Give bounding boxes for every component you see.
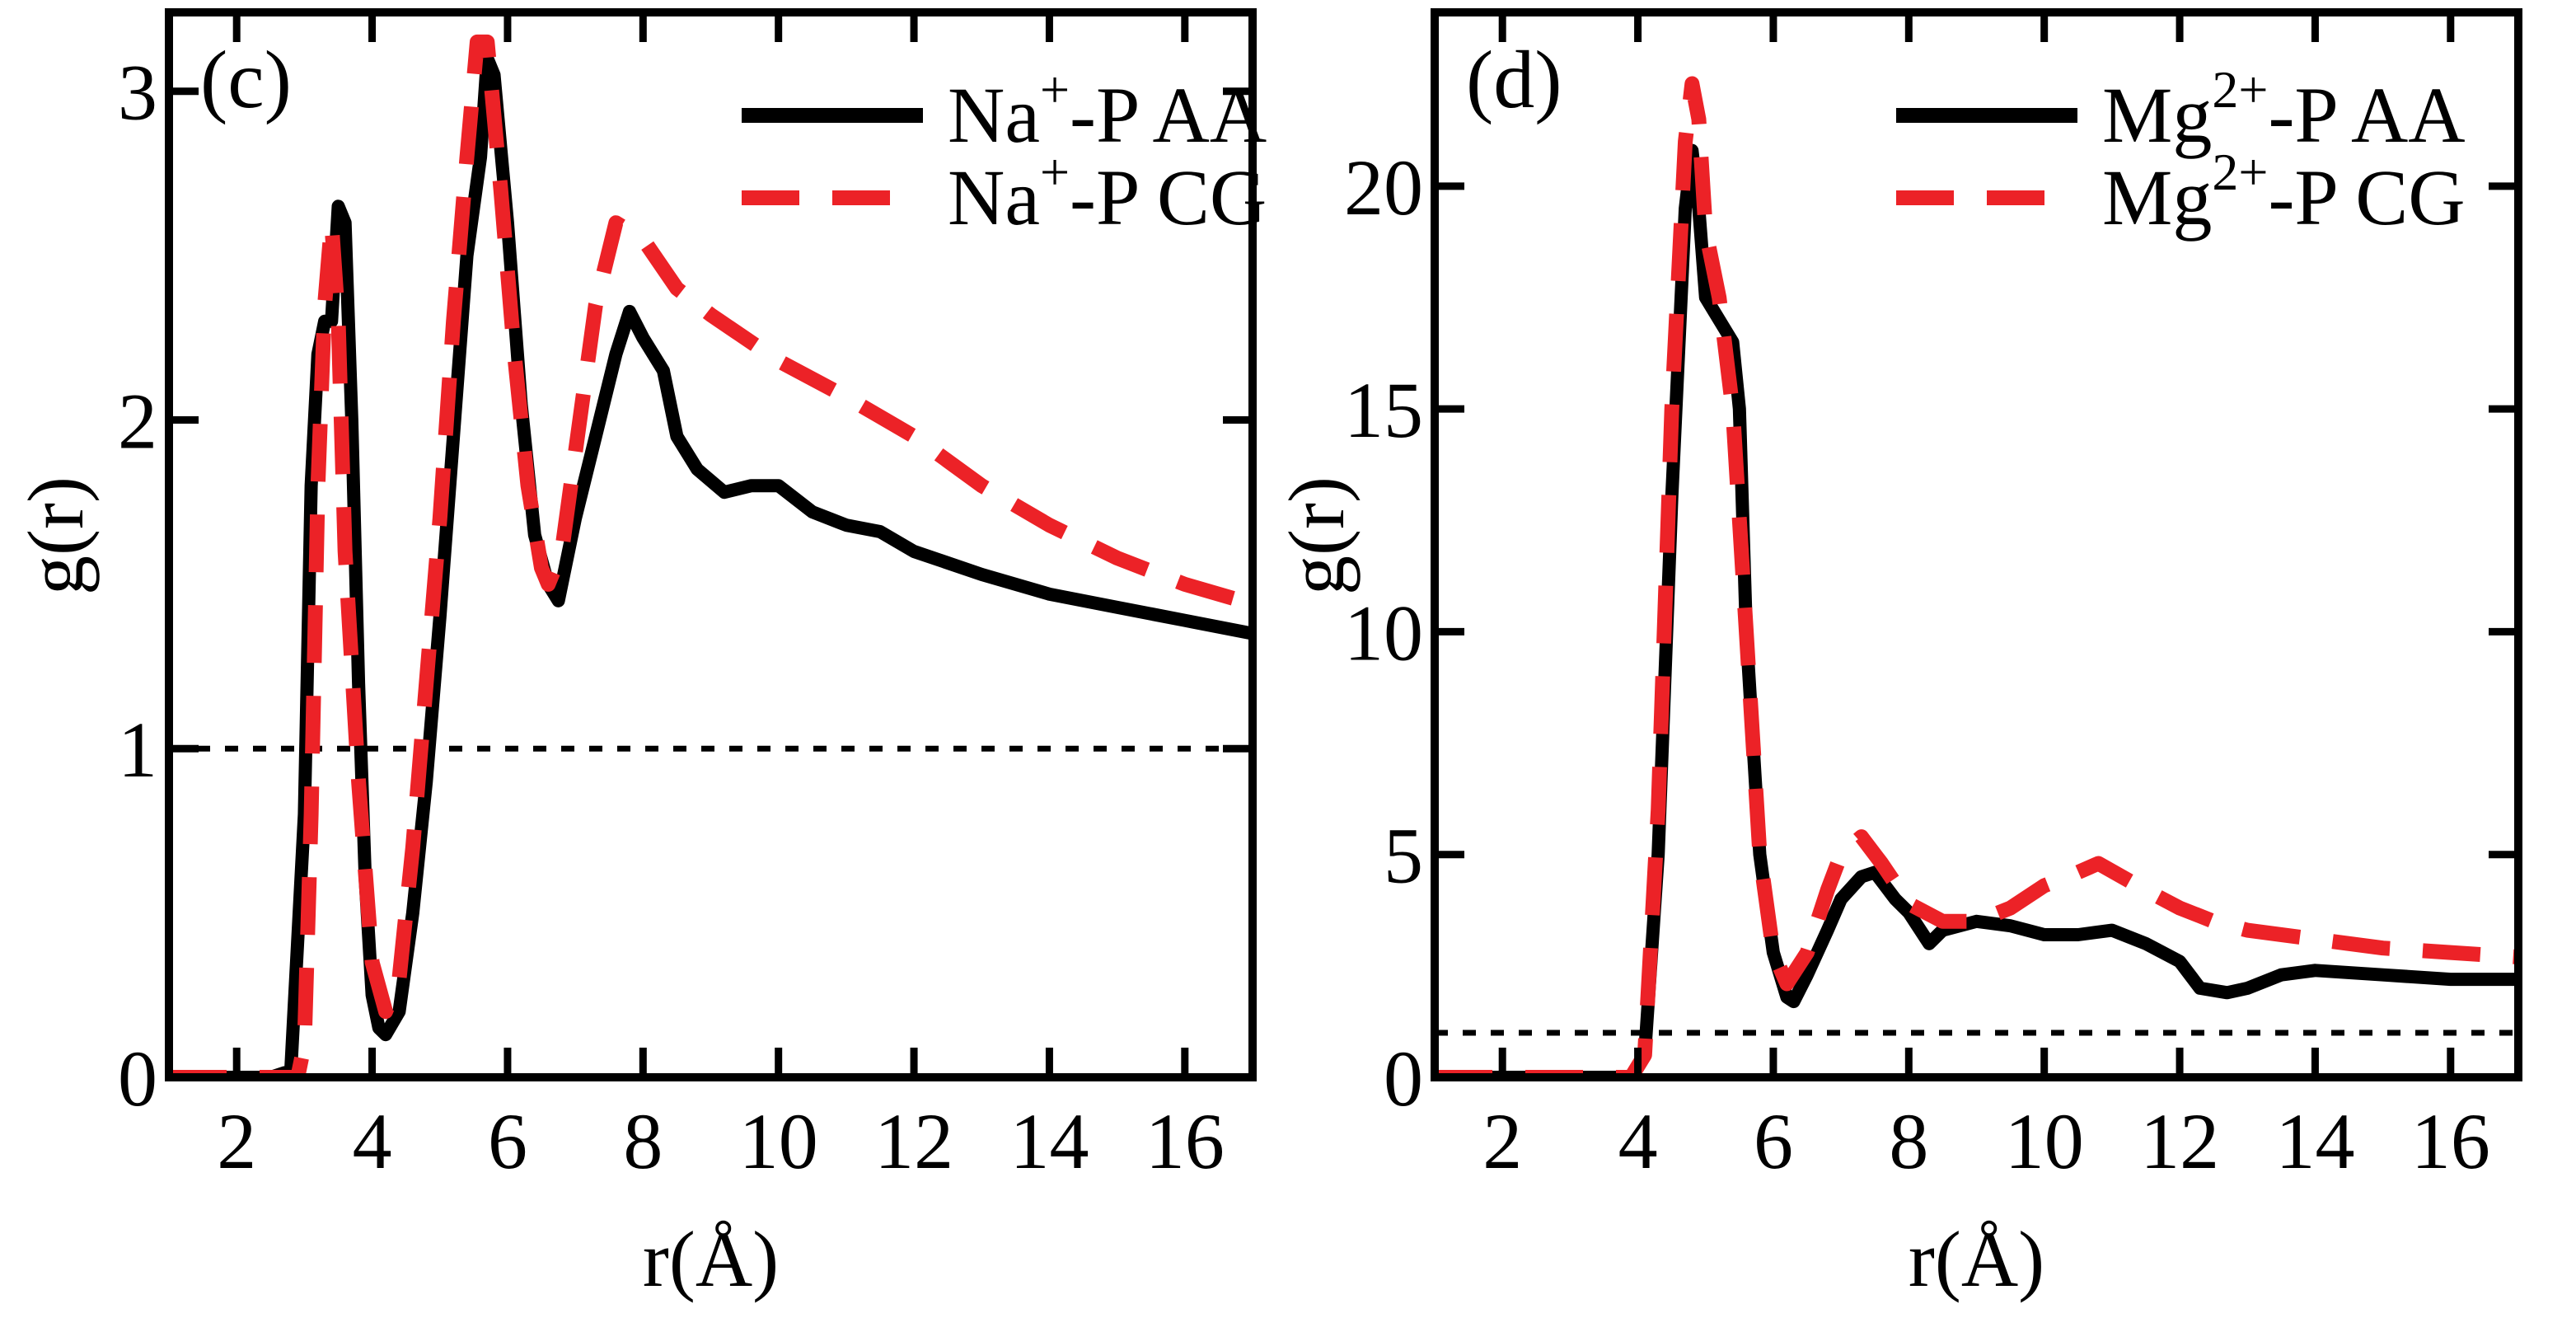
panel-d: 2 4 6 8 10 12 14 16 0 5 10 15 20 r(Å) g(r) (d) Mg2+-P AA… (1272, 8, 2522, 1303)
y-tick-label: 15 (1344, 366, 1423, 454)
y-tick-label: 20 (1344, 143, 1423, 232)
x-tick-label: 14 (2275, 1097, 2354, 1185)
x-tick-label: 6 (1754, 1097, 1793, 1185)
legend-ion: Na (948, 71, 1040, 159)
series-line-cg (1435, 76, 2518, 1077)
x-axis-label: r(Å) (643, 1215, 779, 1303)
x-tick-label: 12 (2140, 1097, 2219, 1185)
x-tick-label: 14 (1009, 1097, 1089, 1185)
legend-charge: 2+ (2212, 60, 2268, 119)
x-tick-label: 8 (623, 1097, 663, 1185)
panel-label: (c) (200, 34, 292, 125)
y-axis-label: g(r) (12, 476, 100, 595)
series-line-aa (169, 51, 1253, 1077)
legend-rest: -P AA (2268, 71, 2465, 159)
x-tick-label: 16 (1145, 1097, 1225, 1185)
x-tick-label: 6 (488, 1097, 527, 1185)
legend-charge: + (1040, 143, 1070, 201)
x-tick-label: 12 (874, 1097, 953, 1185)
plot-frame (1431, 8, 2522, 1081)
panel-label: (d) (1466, 34, 1562, 125)
y-tick-label: 10 (1344, 589, 1423, 677)
legend-rest: -P CG (1070, 153, 1267, 242)
legend-ion: Mg (2102, 71, 2212, 159)
legend-rest: -P AA (1070, 71, 1267, 159)
x-tick-label: 4 (353, 1097, 392, 1185)
x-tick-label: 4 (1618, 1097, 1658, 1185)
series-line-cg (169, 34, 1253, 1077)
y-tick-label: 0 (1384, 1034, 1423, 1123)
x-tick-label: 16 (2411, 1097, 2490, 1185)
x-axis-label: r(Å) (1909, 1215, 2044, 1303)
legend-ion: Mg (2102, 153, 2212, 242)
x-tick-label: 10 (739, 1097, 818, 1185)
x-tick-label: 2 (217, 1097, 256, 1185)
legend-rest: -P CG (2268, 153, 2465, 242)
legend-label: Mg2+-P CG (2102, 143, 2466, 242)
x-tick-label: 10 (2005, 1097, 2084, 1185)
y-tick-label: 2 (118, 377, 157, 465)
x-tick-label: 2 (1482, 1097, 1522, 1185)
plot-frame (165, 8, 1257, 1081)
legend-label: Na+-P AA (948, 60, 1267, 159)
y-tick-label: 5 (1384, 812, 1423, 900)
legend-charge: 2+ (2212, 143, 2268, 201)
legend-ion: Na (948, 153, 1040, 242)
y-axis-label: g(r) (1272, 476, 1361, 595)
legend-charge: + (1040, 60, 1070, 119)
y-tick-label: 1 (118, 706, 157, 794)
x-tick-label: 8 (1889, 1097, 1928, 1185)
y-tick-label: 3 (118, 49, 157, 137)
y-tick-label: 0 (118, 1034, 157, 1123)
legend-label: Mg2+-P AA (2102, 60, 2466, 159)
legend-label: Na+-P CG (948, 143, 1267, 242)
